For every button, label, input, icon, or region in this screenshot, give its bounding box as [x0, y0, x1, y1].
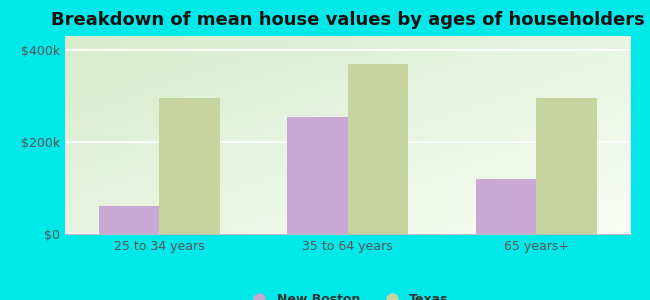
- Bar: [159, 98, 220, 234]
- Bar: [476, 179, 536, 234]
- Bar: [348, 64, 408, 234]
- Bar: [536, 98, 597, 234]
- Legend: New Boston, Texas: New Boston, Texas: [242, 288, 454, 300]
- Title: Breakdown of mean house values by ages of householders: Breakdown of mean house values by ages o…: [51, 11, 645, 29]
- Bar: [99, 206, 159, 234]
- Bar: [287, 117, 348, 234]
